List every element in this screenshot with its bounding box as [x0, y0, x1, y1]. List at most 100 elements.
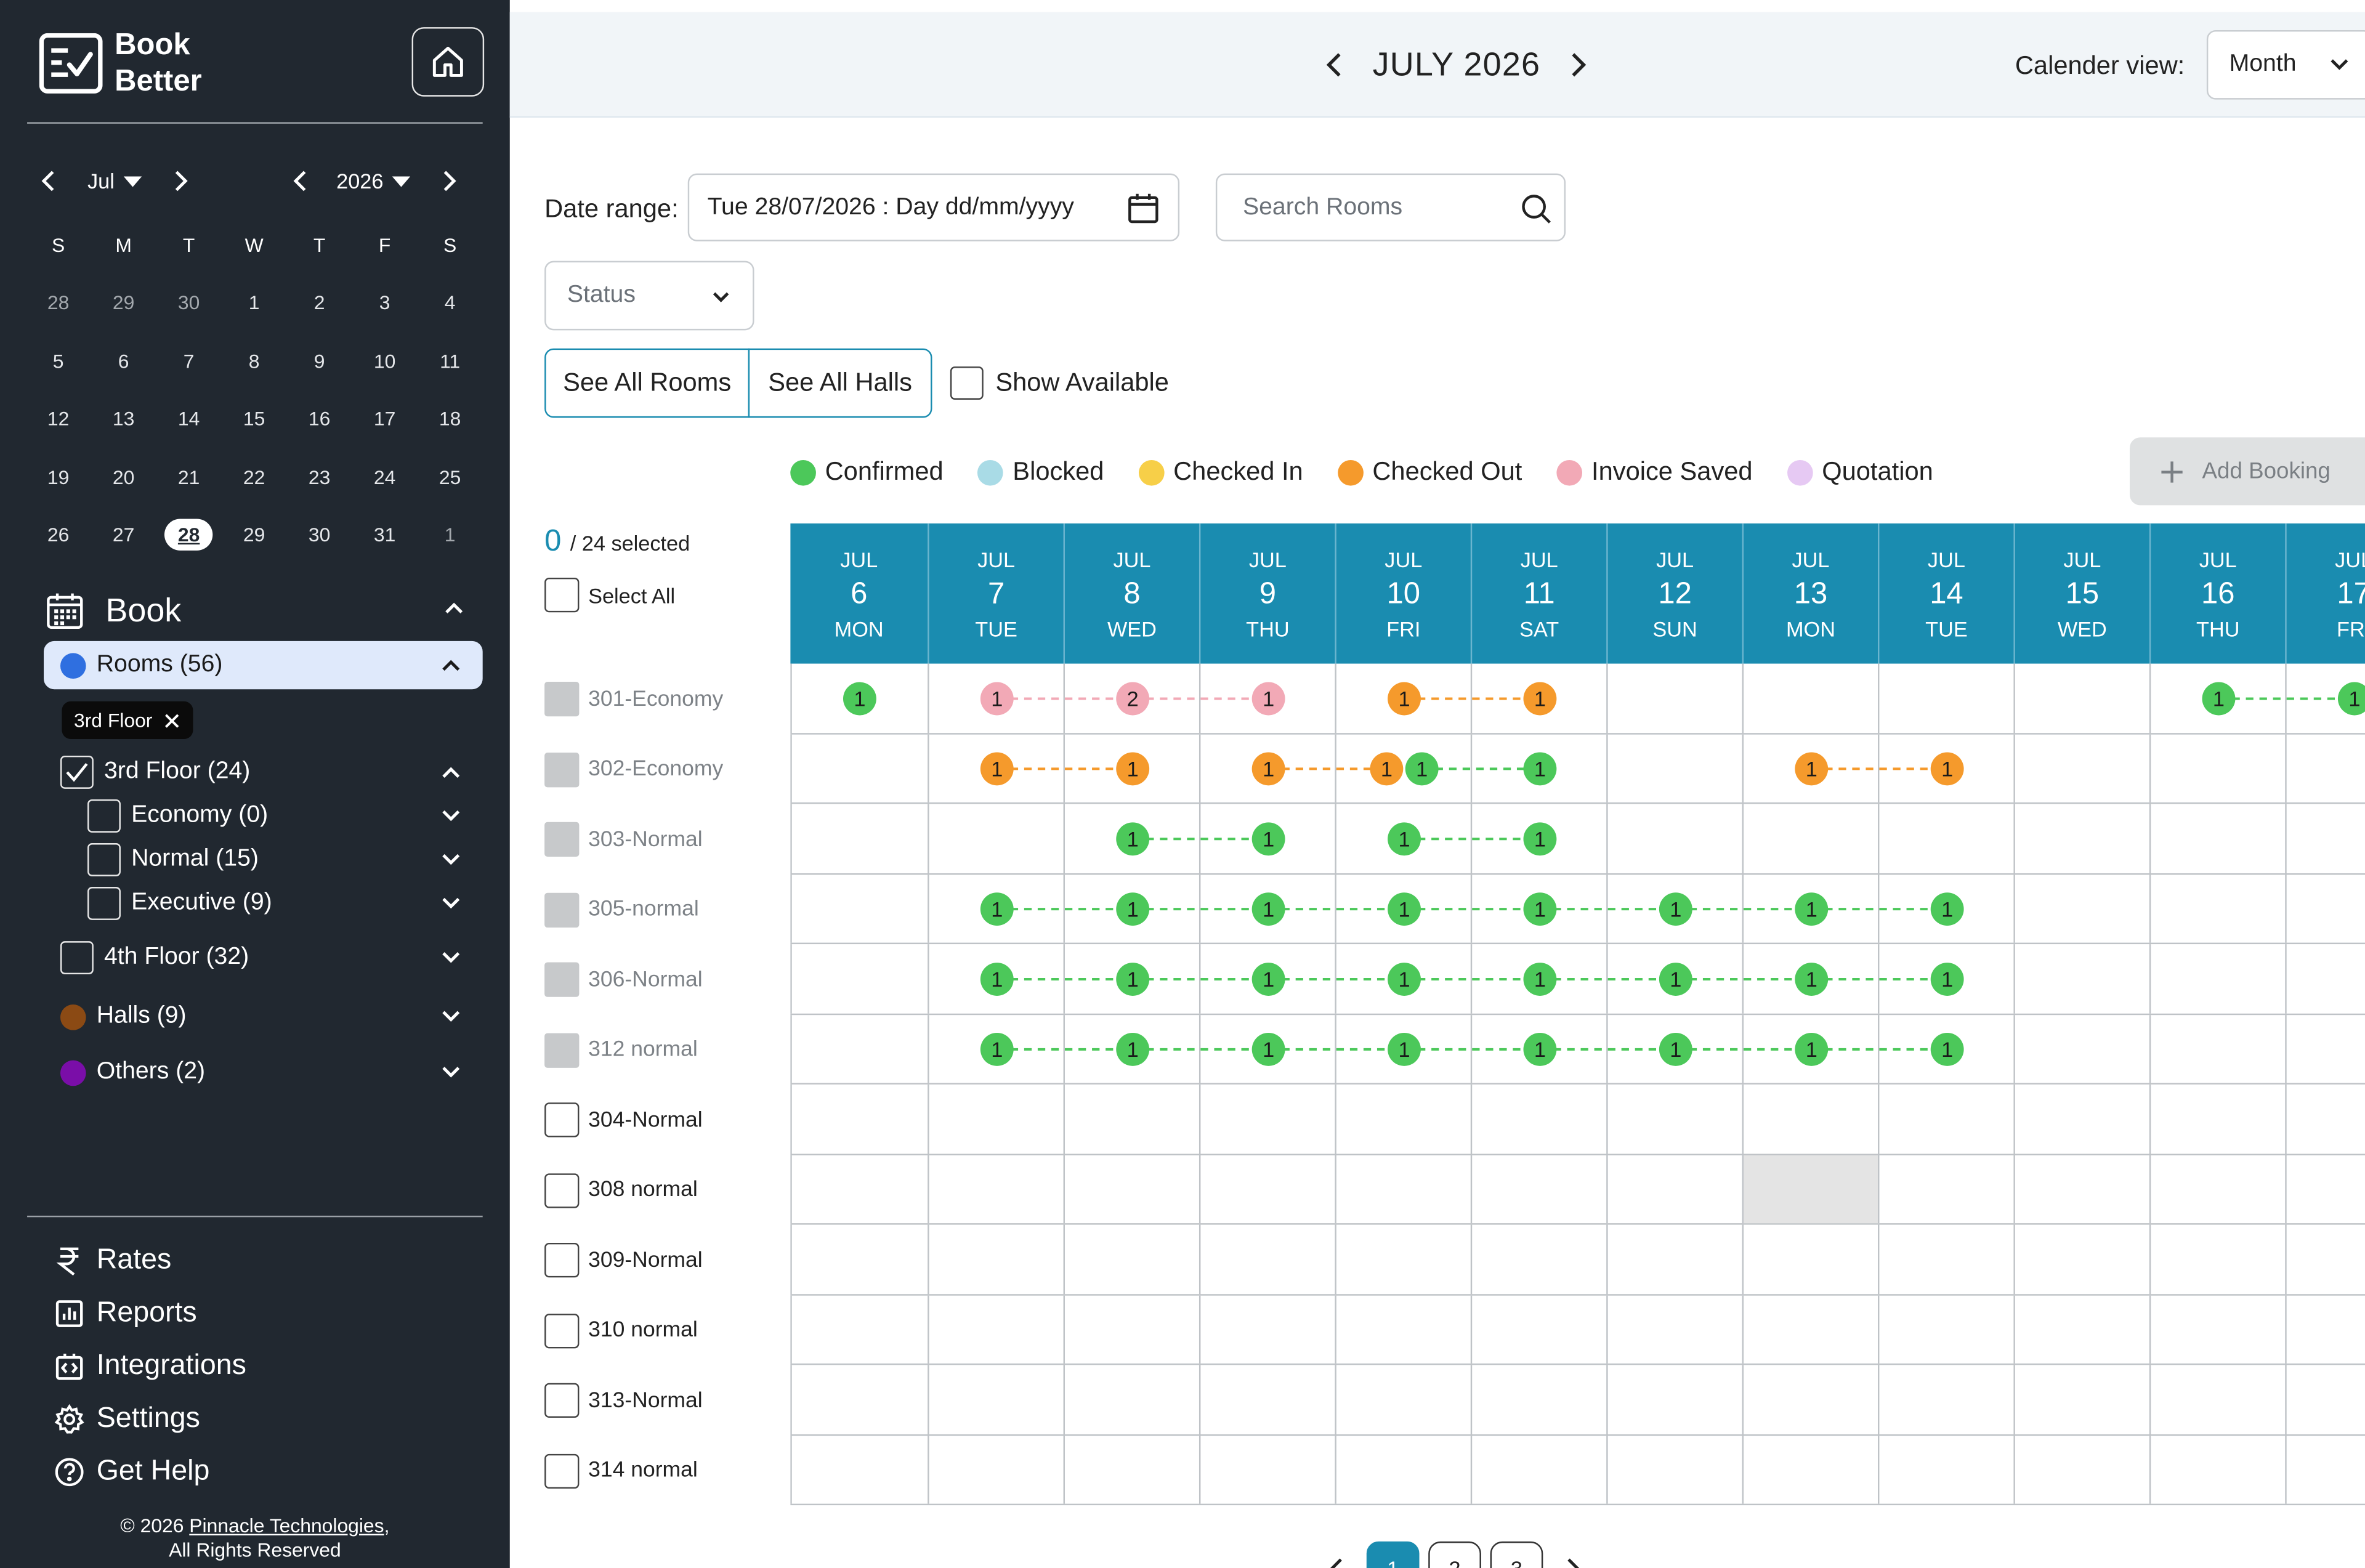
- grid-cell[interactable]: [2151, 804, 2287, 873]
- day-header[interactable]: JUL 6 MON: [790, 523, 929, 664]
- grid-cell[interactable]: [790, 1435, 929, 1504]
- grid-cell[interactable]: [1608, 1084, 1744, 1154]
- grid-cell[interactable]: [929, 874, 1065, 943]
- grid-cell[interactable]: [929, 733, 1065, 802]
- grid-cell[interactable]: [1200, 1365, 1336, 1434]
- grid-cell[interactable]: [2151, 663, 2287, 732]
- rooms-category[interactable]: Rooms (56): [44, 641, 483, 690]
- grid-cell[interactable]: [1200, 874, 1336, 943]
- show-available-checkbox[interactable]: [950, 366, 984, 400]
- grid-cell[interactable]: [929, 944, 1065, 1013]
- grid-cell[interactable]: [1065, 1224, 1201, 1294]
- day-header[interactable]: JUL 16 THU: [2151, 523, 2287, 664]
- calendar-day[interactable]: 29: [91, 291, 156, 314]
- calendar-day[interactable]: 22: [222, 466, 287, 488]
- calendar-day[interactable]: 11: [418, 350, 483, 373]
- day-header[interactable]: JUL 8 WED: [1065, 523, 1201, 664]
- grid-cell[interactable]: [790, 804, 929, 873]
- grid-cell[interactable]: [1336, 1365, 1473, 1434]
- grid-cell[interactable]: [1336, 1224, 1473, 1294]
- add-booking-button[interactable]: Add Booking: [2129, 437, 2365, 506]
- grid-cell[interactable]: [1472, 663, 1608, 732]
- grid-cell[interactable]: [1744, 804, 1880, 873]
- grid-cell[interactable]: [929, 1014, 1065, 1083]
- book-section-header[interactable]: Book: [45, 588, 482, 633]
- day-header[interactable]: JUL 13 MON: [1744, 523, 1880, 664]
- chevron-left-icon[interactable]: [1324, 51, 1345, 78]
- grid-cell[interactable]: [2287, 1365, 2365, 1433]
- calendar-day[interactable]: 14: [156, 408, 222, 430]
- grid-cell[interactable]: [2015, 1435, 2151, 1504]
- day-header[interactable]: JUL 10 FRI: [1336, 523, 1473, 664]
- select-all-toggle[interactable]: Select All: [544, 577, 675, 613]
- grid-cell[interactable]: [1200, 1084, 1336, 1154]
- tree-item[interactable]: Economy (0): [87, 798, 483, 835]
- room-row[interactable]: 313-Normal: [544, 1383, 703, 1418]
- checkbox[interactable]: [87, 843, 121, 876]
- grid-cell[interactable]: [2287, 1155, 2365, 1223]
- grid-cell[interactable]: [1065, 1435, 1201, 1504]
- grid-cell[interactable]: [929, 1154, 1065, 1224]
- grid-cell[interactable]: [2015, 663, 2151, 732]
- grid-cell[interactable]: [1336, 874, 1473, 943]
- grid-cell[interactable]: [790, 1224, 929, 1294]
- grid-cell[interactable]: [1200, 1295, 1336, 1364]
- chevron-right-icon[interactable]: [1567, 51, 1588, 78]
- grid-cell[interactable]: [2287, 733, 2365, 802]
- grid-cell[interactable]: [929, 663, 1065, 732]
- grid-cell[interactable]: [1879, 874, 2015, 943]
- close-icon[interactable]: [164, 713, 179, 727]
- calendar-day[interactable]: 1: [418, 523, 483, 546]
- tree-expand-toggle[interactable]: [439, 847, 463, 871]
- grid-cell[interactable]: [1472, 1435, 1608, 1504]
- room-checkbox[interactable]: [544, 1312, 580, 1348]
- grid-cell[interactable]: [1200, 1224, 1336, 1294]
- day-header[interactable]: JUL 17 FRI: [2287, 523, 2365, 664]
- grid-cell[interactable]: [1200, 663, 1336, 732]
- grid-cell[interactable]: [1336, 1295, 1473, 1364]
- room-row[interactable]: 303-Normal: [544, 822, 703, 857]
- grid-cell[interactable]: [1336, 1435, 1473, 1504]
- grid-cell[interactable]: [1879, 1295, 2015, 1364]
- prev-month-button[interactable]: [33, 163, 63, 199]
- brand[interactable]: Book Better: [39, 27, 202, 100]
- grid-cell[interactable]: [929, 1365, 1065, 1434]
- day-header[interactable]: JUL 14 TUE: [1879, 523, 2015, 664]
- checkbox-checked[interactable]: [60, 755, 94, 789]
- tree-item[interactable]: Executive (9): [87, 886, 483, 922]
- grid-cell[interactable]: [2151, 1154, 2287, 1224]
- room-row[interactable]: 304-Normal: [544, 1102, 703, 1138]
- calendar-day[interactable]: 18: [418, 408, 483, 430]
- grid-cell[interactable]: [1472, 1295, 1608, 1364]
- day-header[interactable]: JUL 9 THU: [1200, 523, 1336, 664]
- grid-cell[interactable]: [2015, 1224, 2151, 1294]
- calendar-day[interactable]: 1: [222, 291, 287, 314]
- grid-cell[interactable]: [1336, 804, 1473, 873]
- grid-cell[interactable]: [1744, 944, 1880, 1013]
- grid-cell[interactable]: [1879, 1365, 2015, 1434]
- grid-cell[interactable]: [1336, 663, 1473, 732]
- grid-cell[interactable]: [2151, 1014, 2287, 1083]
- grid-cell[interactable]: [790, 944, 929, 1013]
- day-header[interactable]: JUL 15 WED: [2015, 523, 2151, 664]
- prev-year-button[interactable]: [285, 163, 315, 199]
- grid-cell[interactable]: [790, 1154, 929, 1224]
- calendar-day[interactable]: 8: [222, 350, 287, 373]
- nav-item-get-help[interactable]: Get Help: [54, 1452, 209, 1492]
- calendar-day-selected[interactable]: 28: [156, 519, 222, 551]
- grid-cell[interactable]: [2015, 804, 2151, 873]
- day-header[interactable]: JUL 12 SUN: [1608, 523, 1744, 664]
- grid-cell[interactable]: [1608, 804, 1744, 873]
- grid-cell[interactable]: [2015, 944, 2151, 1013]
- grid-cell[interactable]: [1065, 944, 1201, 1013]
- others-category[interactable]: Others (2): [60, 1054, 483, 1091]
- grid-cell[interactable]: [1200, 944, 1336, 1013]
- status-select[interactable]: Status: [544, 261, 754, 331]
- calendar-day[interactable]: 31: [352, 523, 418, 546]
- grid-cell[interactable]: [1608, 1365, 1744, 1434]
- grid-cell[interactable]: [2151, 944, 2287, 1013]
- grid-cell[interactable]: [790, 1014, 929, 1083]
- calendar-icon[interactable]: [1126, 192, 1160, 225]
- grid-cell[interactable]: [2287, 1085, 2365, 1153]
- grid-cell[interactable]: [1200, 1435, 1336, 1504]
